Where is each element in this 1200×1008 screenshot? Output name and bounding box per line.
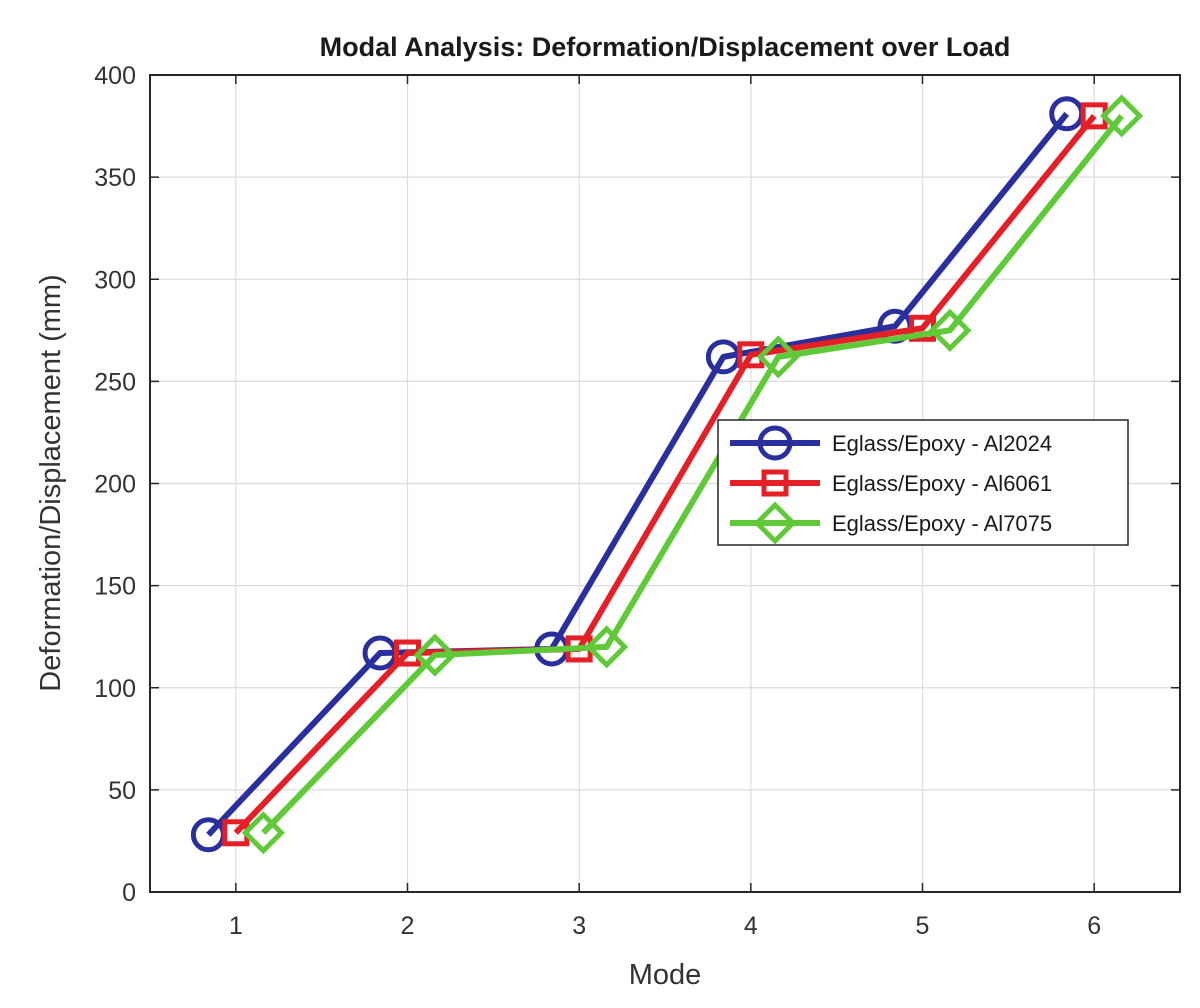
chart-title: Modal Analysis: Deformation/Displacement… [320,32,1011,62]
legend-marker-square-icon [761,469,789,497]
legend-entry-1: Eglass/Epoxy - Al2024 [730,425,1052,461]
legend-entry-2: Eglass/Epoxy - Al6061 [730,469,1052,497]
x-tick-label: 6 [1087,912,1101,940]
y-tick-label: 150 [94,573,136,601]
legend-marker-circle [757,425,793,461]
legend-marker-diamond-icon [753,501,797,545]
y-tick-label: 350 [94,164,136,192]
data-point-diamond [241,811,285,855]
data-point-diamond [756,335,800,379]
series-layer [190,94,1144,855]
series-line [206,111,1070,837]
series-3 [241,94,1144,855]
data-point-diamond [413,633,457,677]
legend-marker-diamond [753,501,797,545]
series-line [261,113,1124,835]
x-axis-label: Mode [629,959,702,991]
x-tick-label: 5 [916,912,930,940]
legend-marker-square [761,469,789,497]
data-point-diamond [1100,94,1144,138]
legend-label-al2024: Eglass/Epoxy - Al2024 [832,431,1052,456]
y-tick-label: 200 [94,471,136,499]
y-tick-label: 0 [122,879,136,907]
data-point-diamond [585,625,629,669]
y-tick-label: 50 [108,777,136,805]
data-point-diamond [928,308,972,352]
y-tick-label: 400 [94,62,136,90]
x-tick-label: 2 [401,912,415,940]
legend-label-al7075: Eglass/Epoxy - Al7075 [832,511,1052,536]
legend-label-al6061: Eglass/Epoxy - Al6061 [832,471,1052,496]
y-tick-label: 100 [94,675,136,703]
axis-ticks: 1 2 3 4 5 6 0 50 100 150 200 250 300 350 400 [94,62,1180,940]
x-tick-label: 1 [229,912,243,940]
y-tick-label: 250 [94,368,136,396]
y-tick-label: 300 [94,266,136,294]
legend-entry-3: Eglass/Epoxy - Al7075 [730,501,1052,545]
series-line [233,113,1097,835]
y-axis-label: Deformation/Displacement (mm) [35,274,67,691]
legend-marker-circle-icon [757,425,793,461]
legend: Eglass/Epoxy - Al2024 Eglass/Epoxy - Al6… [717,419,1129,546]
x-tick-label: 3 [572,912,586,940]
x-tick-label: 4 [744,912,758,940]
